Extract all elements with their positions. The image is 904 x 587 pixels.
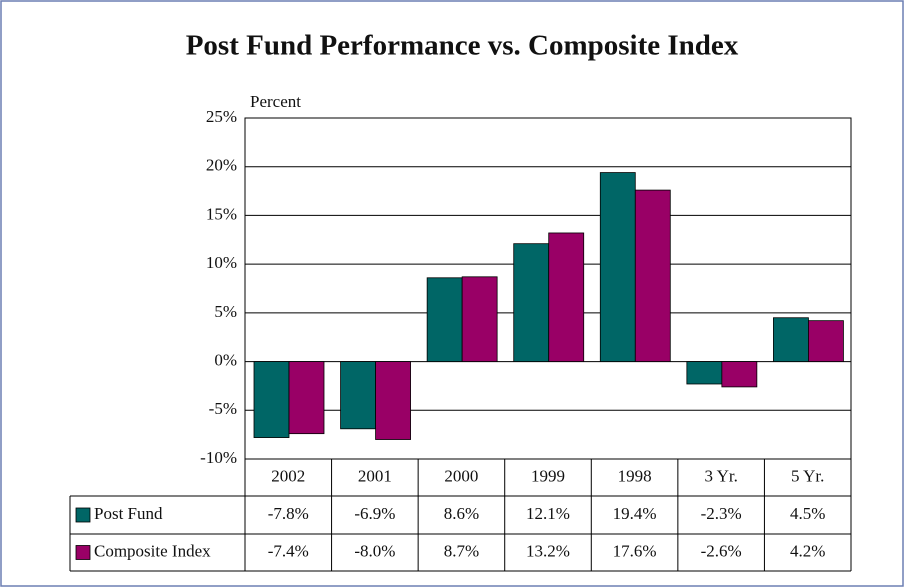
bar <box>548 232 585 362</box>
table-value: 13.2% <box>526 541 570 560</box>
y-axis-label: Percent <box>250 92 301 111</box>
bar <box>253 361 290 438</box>
bar <box>340 361 376 430</box>
x-tick-label: 5 Yr. <box>791 466 824 485</box>
y-tick-label: 20% <box>206 156 237 175</box>
table-value: -2.3% <box>701 504 742 523</box>
bar <box>808 320 844 362</box>
bar <box>375 361 411 440</box>
bar <box>686 361 723 385</box>
y-tick-label: 10% <box>206 253 237 272</box>
table-value: 17.6% <box>613 541 657 560</box>
y-tick-label: 25% <box>206 107 237 126</box>
legend-label: Post Fund <box>94 504 163 523</box>
table-value: 8.6% <box>444 504 479 523</box>
bar <box>461 276 498 362</box>
table-value: 12.1% <box>526 504 570 523</box>
x-tick-label: 1999 <box>531 466 565 485</box>
table-value: -8.0% <box>354 541 395 560</box>
bar <box>634 189 671 362</box>
bar <box>773 317 809 362</box>
x-tick-label: 1998 <box>618 466 652 485</box>
y-tick-label: -10% <box>200 448 237 467</box>
bar <box>513 243 550 362</box>
chart-title: Post Fund Performance vs. Composite Inde… <box>186 30 739 62</box>
table-value: 4.5% <box>790 504 825 523</box>
x-tick-label: 3 Yr. <box>704 466 737 485</box>
table-value: 19.4% <box>613 504 657 523</box>
table-value: -7.8% <box>268 504 309 523</box>
bar <box>288 361 325 435</box>
table-value: -6.9% <box>354 504 395 523</box>
legend-swatch <box>75 545 91 560</box>
y-tick-label: 5% <box>214 302 237 321</box>
legend-swatch <box>75 507 91 523</box>
bar <box>599 172 636 362</box>
x-tick-label: 2000 <box>444 466 478 485</box>
table-value: -7.4% <box>268 541 309 560</box>
bar <box>721 361 758 388</box>
y-tick-label: 15% <box>206 204 237 223</box>
legend-label: Composite Index <box>94 541 211 560</box>
table-value: 8.7% <box>444 541 479 560</box>
table-value: -2.6% <box>701 541 742 560</box>
table-value: 4.2% <box>790 541 825 560</box>
x-tick-label: 2002 <box>271 466 305 485</box>
x-tick-label: 2001 <box>358 466 392 485</box>
bar <box>426 277 463 362</box>
y-tick-label: 0% <box>214 350 237 369</box>
y-tick-label: -5% <box>209 399 237 418</box>
